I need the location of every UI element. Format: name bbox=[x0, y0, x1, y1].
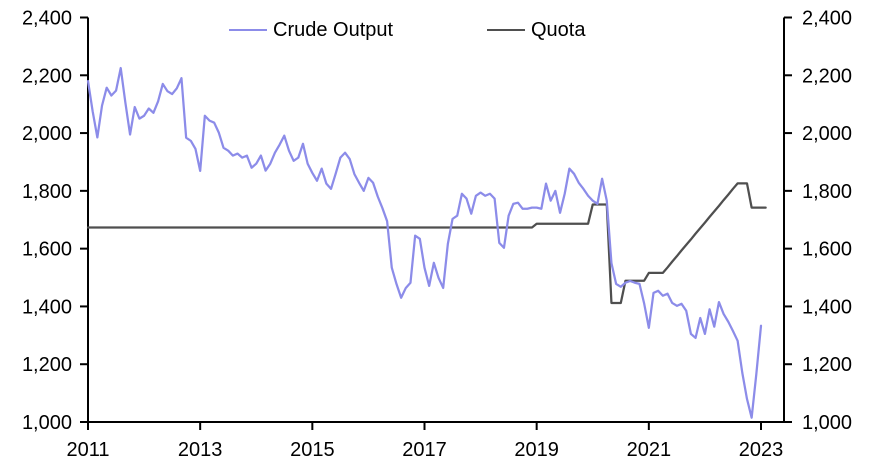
y-axis-label-right: 1,600 bbox=[802, 239, 852, 261]
y-axis-label-left: 2,200 bbox=[22, 65, 72, 87]
y-axis-label-left: 1,400 bbox=[22, 296, 72, 318]
crude-output-legend-line-icon bbox=[229, 29, 267, 31]
y-axis-label-right: 1,800 bbox=[802, 181, 852, 203]
x-axis-label: 2019 bbox=[514, 439, 559, 461]
x-axis-label: 2013 bbox=[178, 439, 223, 461]
x-axis-label: 2015 bbox=[290, 439, 335, 461]
x-axis-label: 2023 bbox=[739, 439, 784, 461]
legend-item-crude-output: Crude Output bbox=[229, 19, 393, 41]
crude-output-line bbox=[86, 66, 763, 419]
y-axis-label-right: 2,400 bbox=[802, 8, 852, 30]
crude-output-legend-label: Crude Output bbox=[273, 19, 394, 41]
y-axis-label-left: 1,000 bbox=[22, 412, 72, 434]
y-axis-label-right: 1,000 bbox=[802, 412, 852, 434]
quota-line bbox=[86, 182, 767, 305]
quota-legend-line-icon bbox=[487, 29, 525, 31]
x-axis-label: 2021 bbox=[627, 439, 672, 461]
y-axis-label-left: 2,000 bbox=[22, 123, 72, 145]
y-axis-label-left: 1,800 bbox=[22, 181, 72, 203]
x-axis-label: 2011 bbox=[66, 439, 109, 461]
y-axis-label-left: 2,400 bbox=[22, 8, 72, 30]
y-axis-label-left: 1,600 bbox=[22, 239, 72, 261]
y-axis-label-right: 1,400 bbox=[802, 296, 852, 318]
y-axis-label-left: 1,200 bbox=[22, 354, 72, 376]
y-axis-label-right: 2,000 bbox=[802, 123, 852, 145]
legend-item-quota: Quota bbox=[487, 19, 585, 41]
quota-legend-label: Quota bbox=[531, 19, 586, 41]
y-axis-label-right: 1,200 bbox=[802, 354, 852, 376]
y-axis-label-right: 2,200 bbox=[802, 65, 852, 87]
x-axis-label: 2017 bbox=[402, 439, 447, 461]
